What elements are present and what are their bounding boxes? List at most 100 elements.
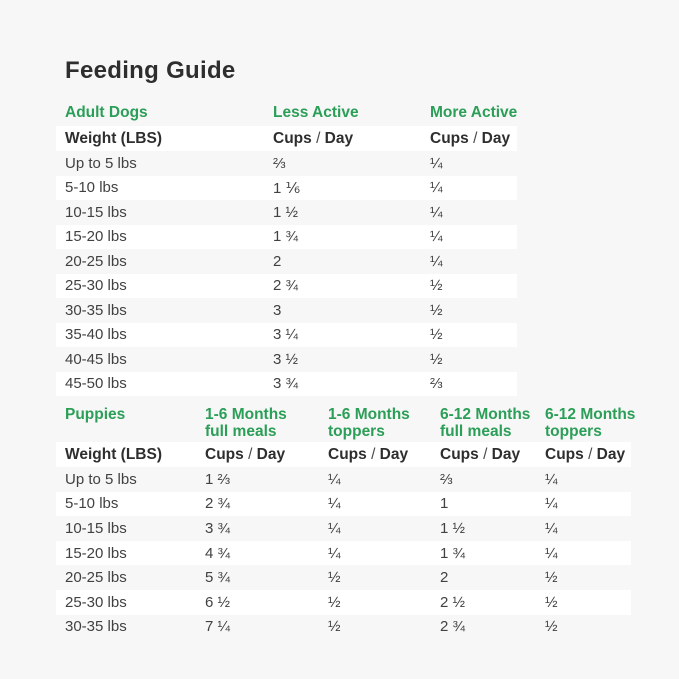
table-row: 5-10 lbs 2 ¾ ¼ 1 ¼ — [56, 491, 631, 517]
column-header: Cups / Day — [205, 446, 286, 463]
value-cell: ¼ — [430, 228, 443, 246]
column-header: Cups / Day — [328, 446, 409, 463]
weight-cell: 5-10 lbs — [65, 495, 119, 513]
table-row: 15-20 lbs 1 ¾ ¼ — [56, 224, 517, 249]
value-cell: ¼ — [328, 544, 341, 562]
column-header: Cups / Day — [273, 130, 354, 147]
weight-cell: 45-50 lbs — [65, 375, 127, 393]
weight-cell: 10-15 lbs — [65, 203, 127, 221]
weight-cell: 5-10 lbs — [65, 179, 119, 197]
value-cell: ¼ — [430, 154, 443, 172]
value-cell: 7 ¼ — [205, 618, 231, 636]
table-row: 30-35 lbs 7 ¼ ½ 2 ¾ ½ — [56, 615, 631, 640]
weight-cell: Up to 5 lbs — [65, 470, 137, 488]
section-header: Puppies — [65, 406, 126, 423]
value-cell: ¼ — [328, 519, 341, 537]
value-cell: 1 — [440, 495, 449, 513]
value-cell: 3 — [273, 301, 282, 319]
value-cell: ½ — [328, 618, 341, 636]
value-cell: 2 — [273, 252, 282, 270]
value-cell: 5 ¾ — [205, 569, 231, 587]
value-cell: 1 ¾ — [440, 544, 466, 562]
column-header: Cups / Day — [545, 446, 626, 463]
value-cell: 1 ½ — [273, 203, 299, 221]
value-cell: 2 ¾ — [273, 277, 299, 295]
adult-column-header-row: Weight (LBS) Cups / Day Cups / Day — [56, 126, 517, 151]
weight-cell: 30-35 lbs — [65, 301, 127, 319]
value-cell: ½ — [328, 569, 341, 587]
weight-cell: 15-20 lbs — [65, 228, 127, 246]
column-header: Weight (LBS) — [65, 446, 163, 463]
value-cell: ½ — [430, 326, 443, 344]
value-cell: ¼ — [430, 179, 443, 197]
column-header: Cups / Day — [430, 130, 511, 147]
weight-cell: 25-30 lbs — [65, 593, 127, 611]
weight-cell: 20-25 lbs — [65, 569, 127, 587]
value-cell: ⅔ — [273, 154, 286, 172]
weight-cell: 15-20 lbs — [65, 544, 127, 562]
adult-dogs-table: Adult Dogs Less Active More Active Weight … — [56, 104, 517, 396]
value-cell: ⅔ — [440, 470, 453, 488]
value-cell: ¼ — [430, 252, 443, 270]
table-row: 5-10 lbs 1 ⅙ ¼ — [56, 175, 517, 200]
page-title: Feeding Guide — [65, 57, 236, 84]
table-row: 10-15 lbs 1 ½ ¼ — [56, 200, 517, 225]
weight-cell: 20-25 lbs — [65, 252, 127, 270]
value-cell: 1 ½ — [440, 519, 466, 537]
value-cell: 3 ½ — [273, 350, 299, 368]
section-header: 6-12 Months full meals — [440, 406, 531, 440]
section-header: 6-12 Months toppers — [545, 406, 636, 440]
value-cell: 3 ¾ — [273, 375, 299, 393]
value-cell: ¼ — [430, 203, 443, 221]
puppies-table: Puppies 1-6 Months full meals 1-6 Months top… — [56, 406, 635, 640]
table-row: 20-25 lbs 2 ¼ — [56, 249, 517, 274]
value-cell: ½ — [430, 350, 443, 368]
value-cell: 1 ⅔ — [205, 470, 231, 488]
value-cell: ½ — [328, 593, 341, 611]
value-cell: 2 ¾ — [440, 618, 466, 636]
column-header: Weight (LBS) — [65, 130, 163, 147]
value-cell: ¼ — [328, 470, 341, 488]
value-cell: 1 ⅙ — [273, 179, 301, 197]
value-cell: 6 ½ — [205, 593, 231, 611]
table-row: 25-30 lbs 6 ½ ½ 2 ½ ½ — [56, 590, 631, 615]
value-cell: ⅔ — [430, 375, 443, 393]
value-cell: ½ — [545, 569, 558, 587]
weight-cell: 35-40 lbs — [65, 326, 127, 344]
value-cell: ¼ — [545, 495, 558, 513]
table-row: 20-25 lbs 5 ¾ ½ 2 ½ — [56, 565, 631, 590]
section-header: Less Active — [273, 104, 359, 121]
value-cell: 2 — [440, 569, 449, 587]
table-row: 35-40 lbs 3 ¼ ½ — [56, 322, 517, 347]
table-row: 25-30 lbs 2 ¾ ½ — [56, 273, 517, 298]
value-cell: ¼ — [545, 470, 558, 488]
section-header: More Active — [430, 104, 518, 121]
table-row: 15-20 lbs 4 ¾ ¼ 1 ¾ ¼ — [56, 540, 631, 566]
section-header: Adult Dogs — [65, 104, 148, 121]
value-cell: 1 ¾ — [273, 228, 299, 246]
value-cell: 3 ¼ — [273, 326, 299, 344]
table-row: 45-50 lbs 3 ¾ ⅔ — [56, 371, 517, 396]
value-cell: 2 ¾ — [205, 495, 231, 513]
table-row: 40-45 lbs 3 ½ ½ — [56, 347, 517, 372]
table-row: 10-15 lbs 3 ¾ ¼ 1 ½ ¼ — [56, 516, 631, 541]
weight-cell: 40-45 lbs — [65, 350, 127, 368]
table-row: Up to 5 lbs 1 ⅔ ¼ ⅔ ¼ — [56, 467, 631, 492]
puppies-column-header-row: Weight (LBS) Cups / Day Cups / Day Cups / D… — [56, 442, 631, 467]
value-cell: ¼ — [328, 495, 341, 513]
weight-cell: Up to 5 lbs — [65, 154, 137, 172]
weight-cell: 30-35 lbs — [65, 618, 127, 636]
value-cell: ½ — [430, 277, 443, 295]
column-header: Cups / Day — [440, 446, 521, 463]
weight-cell: 25-30 lbs — [65, 277, 127, 295]
section-header: 1-6 Months toppers — [328, 406, 410, 440]
value-cell: ½ — [545, 593, 558, 611]
value-cell: ½ — [545, 618, 558, 636]
value-cell: ¼ — [545, 519, 558, 537]
table-row: Up to 5 lbs ⅔ ¼ — [56, 151, 517, 176]
value-cell: ½ — [430, 301, 443, 319]
weight-cell: 10-15 lbs — [65, 519, 127, 537]
value-cell: 4 ¾ — [205, 544, 231, 562]
value-cell: 3 ¾ — [205, 519, 231, 537]
